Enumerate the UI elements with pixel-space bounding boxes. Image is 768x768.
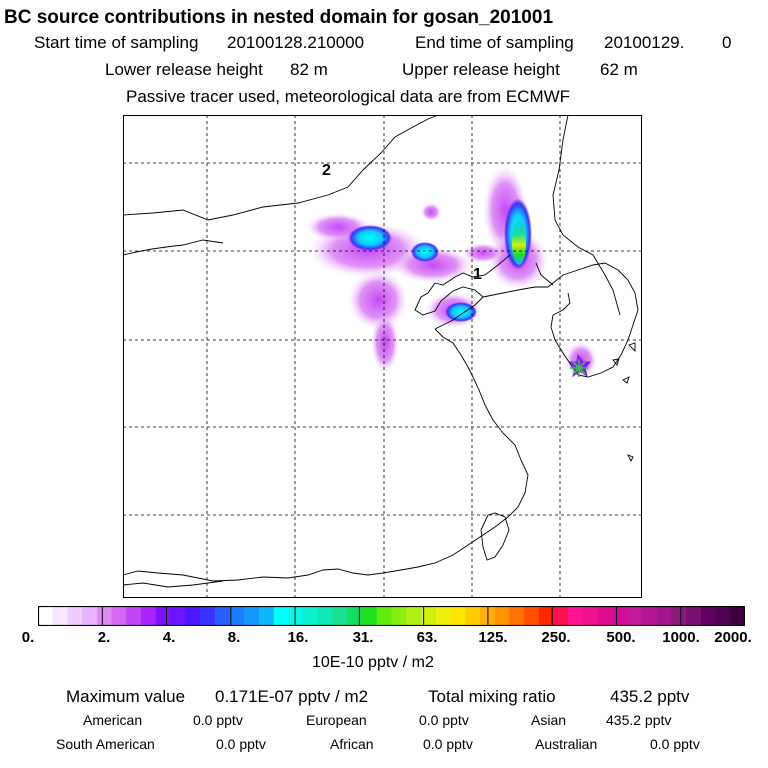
total-mixing-label: Total mixing ratio [428,687,556,706]
start-time-label: Start time of sampling [34,33,199,52]
colorbar-cell [317,606,334,626]
asian-label: Asian [531,712,567,728]
south-american-label: South American [56,736,155,752]
colorbar-cell [509,606,525,626]
colorbar-cell [627,606,643,626]
colorbar-cell [465,606,481,626]
lower-release-label: Lower release height [105,60,263,79]
colorbar-tick-8: 250. [541,629,571,646]
colorbar-cell [568,606,584,626]
colorbar-frame [38,606,745,626]
colorbar [38,606,745,626]
colorbar-cell [494,606,510,626]
colorbar-cell [52,606,69,626]
colorbar-cell [582,606,599,626]
colorbar-cell [656,606,672,626]
colorbar-cell [214,606,231,626]
colorbar-cell [435,606,452,626]
colorbar-cell [96,606,113,626]
colorbar-units: 10E-10 pptv / m2 [312,654,434,671]
colorbar-tick-3: 8. [227,629,241,646]
asian-value: 435.2 pptv [606,712,672,728]
colorbar-cell [67,606,83,626]
colorbar-cell [715,606,731,626]
end-time-value: 20100129. [604,33,685,52]
station-star-marker [568,353,592,378]
colorbar-cell [612,606,628,626]
colorbar-cell [597,606,614,626]
colorbar-cell [288,606,304,626]
total-mixing-value: 435.2 pptv [610,687,690,706]
colorbar-cell [126,606,142,626]
colorbar-cell [332,606,348,626]
colorbar-cell [111,606,127,626]
plume-high-concentration [348,198,532,322]
tracer-note: Passive tracer used, meteorological data… [126,87,571,106]
colorbar-cell [671,606,687,626]
colorbar-cell [406,606,422,626]
colorbar-cell [524,606,540,626]
colorbar-cell [244,606,260,626]
cluster-label-1: 1 [473,266,482,283]
colorbar-cell [155,606,172,626]
colorbar-cell [376,606,393,626]
max-value: 0.171E-07 pptv / m2 [215,687,369,706]
colorbar-cell [229,606,245,626]
colorbar-cell [170,606,186,626]
colorbar-tick-9: 500. [606,629,636,646]
australian-value: 0.0 pptv [650,736,700,752]
colorbar-tick-5: 31. [352,629,374,646]
american-value: 0.0 pptv [193,712,243,728]
colorbar-cell [82,606,98,626]
african-label: African [330,736,374,752]
colorbar-cell [730,606,745,626]
american-label: American [83,712,143,728]
colorbar-tick-6: 63. [416,629,438,646]
african-value: 0.0 pptv [423,736,473,752]
map-frame [123,115,642,598]
colorbar-cell [391,606,407,626]
cluster-label-2: 2 [322,162,331,179]
colorbar-tick-0: 0. [21,629,35,646]
european-value: 0.0 pptv [419,712,469,728]
plot-title: BC source contributions in nested domain… [4,7,554,28]
colorbar-cell [38,606,54,626]
start-time-value: 20100128.210000 [227,33,365,52]
colorbar-tick-1: 2. [97,629,111,646]
colorbar-cell [273,606,289,626]
source-contribution-map: 1 2 [123,115,642,598]
colorbar-tick-11: 2000. [714,629,752,646]
colorbar-tick-4: 16. [287,629,309,646]
colorbar-tick-7: 125. [478,629,508,646]
upper-release-label: Upper release height [402,60,560,79]
colorbar-cell [641,606,658,626]
lower-release-value: 82 m [290,60,328,79]
upper-release-value: 62 m [600,60,638,79]
colorbar-cell [200,606,216,626]
end-time-label: End time of sampling [415,33,574,52]
graticule [123,115,642,598]
colorbar-tick-2: 4. [162,629,176,646]
colorbar-cell [303,606,319,626]
australian-label: Australian [535,736,598,752]
colorbar-cell [347,606,363,626]
colorbar-tick-10: 1000. [662,629,700,646]
european-label: European [306,712,367,728]
colorbar-cell [185,606,201,626]
colorbar-cell [700,606,717,626]
colorbar-cell [362,606,378,626]
colorbar-cell [686,606,702,626]
colorbar-cell [553,606,569,626]
colorbar-cell [258,606,275,626]
end-time-extra: 0 [722,33,732,52]
max-value-label: Maximum value [66,687,186,706]
colorbar-cell [420,606,437,626]
south-american-value: 0.0 pptv [216,736,266,752]
colorbar-cell [141,606,157,626]
colorbar-cell [450,606,466,626]
colorbar-cell [538,606,555,626]
